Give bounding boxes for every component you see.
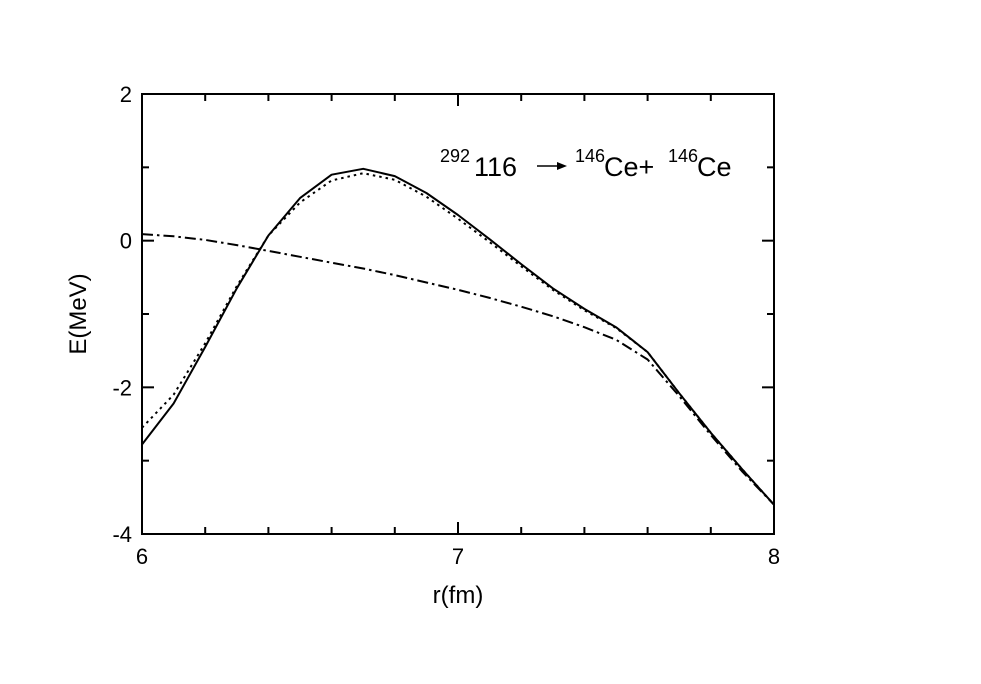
series-layer: [141, 167, 775, 506]
reaction-annotation: 292 116 146 Ce+ 146 Ce: [440, 146, 732, 182]
y-tick-label: -2: [112, 375, 132, 400]
y-axis-title: E(MeV): [65, 273, 92, 354]
x-tick-label: 8: [768, 544, 780, 569]
x-tick-label: 7: [452, 544, 464, 569]
tick-labels: 6 7 8 2 0 -2 -4: [112, 82, 780, 569]
parent-mass-number: 292: [440, 146, 470, 166]
x-axis-title: r(fm): [433, 582, 484, 609]
y-tick-label: 0: [120, 229, 132, 254]
fragment1-mass-number: 146: [575, 146, 605, 166]
decay-arrow-icon: [537, 162, 567, 170]
y-tick-label: 2: [120, 82, 132, 107]
series-line-dotted: [141, 172, 775, 506]
fragment2-mass-number: 146: [668, 146, 698, 166]
series-line-dashdot: [141, 233, 775, 506]
x-tick-label: 6: [136, 544, 148, 569]
parent-atomic-number: 116: [474, 152, 517, 182]
plot-frame: [141, 93, 775, 535]
fragment1-symbol: Ce+: [604, 152, 654, 182]
fragment2-symbol: Ce: [697, 152, 732, 182]
y-tick-label: -4: [112, 522, 132, 547]
series-line-solid: [141, 167, 775, 506]
